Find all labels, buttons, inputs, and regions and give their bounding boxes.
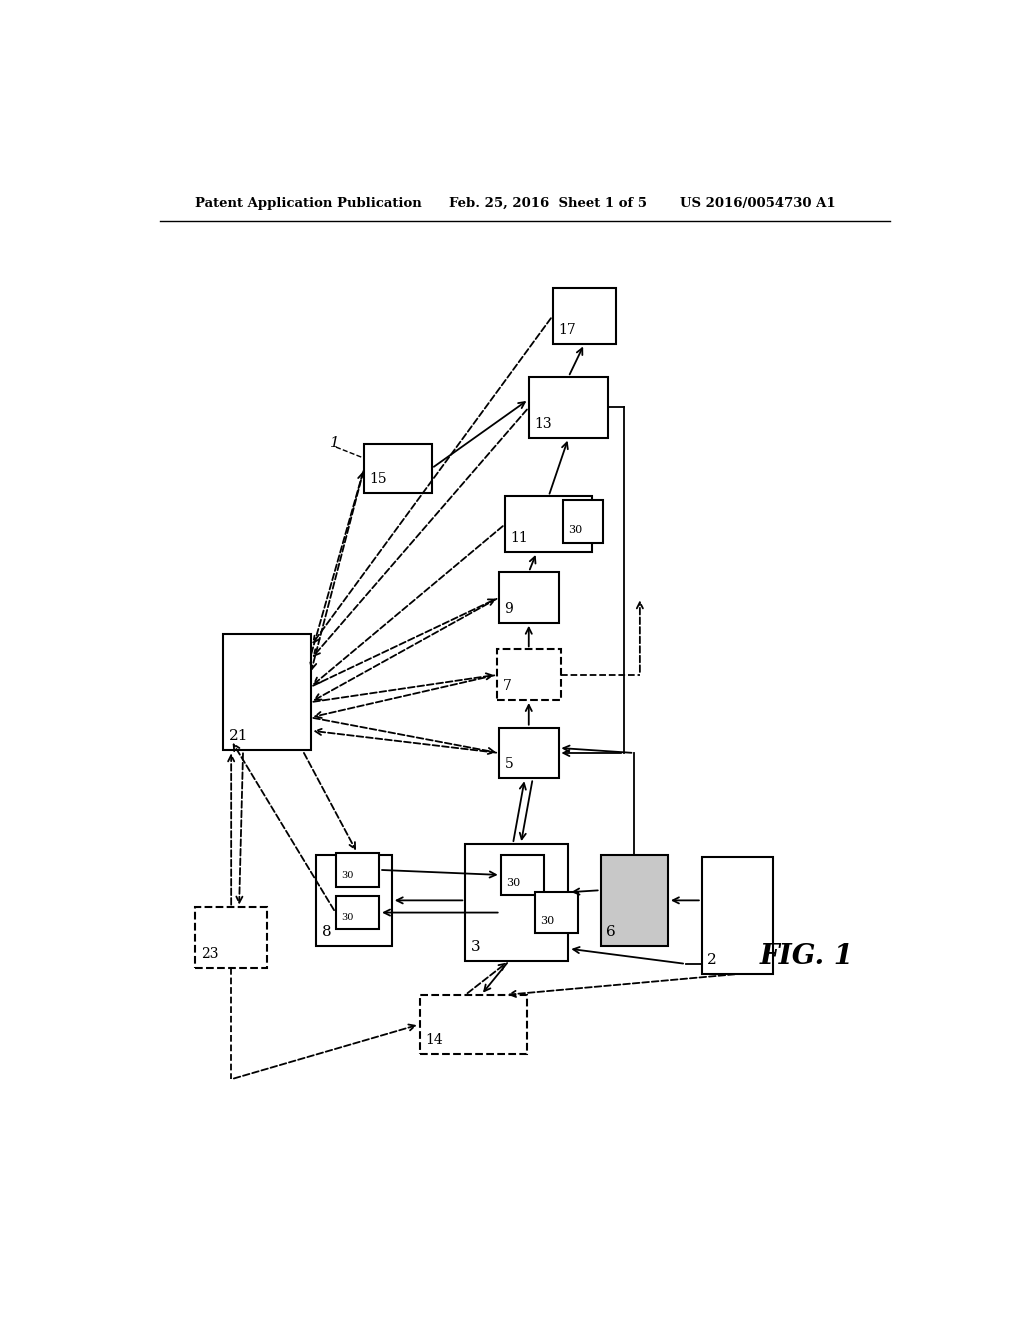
Bar bbox=[316, 854, 392, 946]
Bar bbox=[701, 857, 773, 974]
Bar bbox=[499, 727, 558, 779]
Bar bbox=[528, 378, 608, 438]
Text: 13: 13 bbox=[535, 417, 552, 430]
Text: Patent Application Publication: Patent Application Publication bbox=[196, 197, 422, 210]
Text: 8: 8 bbox=[322, 925, 332, 939]
Text: 7: 7 bbox=[503, 678, 511, 693]
Bar bbox=[563, 500, 602, 543]
Text: US 2016/0054730 A1: US 2016/0054730 A1 bbox=[680, 197, 836, 210]
Text: Feb. 25, 2016  Sheet 1 of 5: Feb. 25, 2016 Sheet 1 of 5 bbox=[450, 197, 647, 210]
Bar bbox=[553, 288, 616, 345]
Text: 3: 3 bbox=[471, 940, 480, 954]
Text: 15: 15 bbox=[370, 471, 387, 486]
Bar bbox=[336, 853, 379, 887]
Bar bbox=[501, 854, 544, 895]
Text: 21: 21 bbox=[228, 730, 248, 743]
Bar bbox=[196, 907, 267, 969]
Text: 6: 6 bbox=[606, 925, 615, 939]
Bar bbox=[497, 649, 560, 700]
Bar bbox=[465, 843, 568, 961]
Text: 30: 30 bbox=[541, 916, 555, 925]
Text: 30: 30 bbox=[341, 870, 353, 879]
Text: 11: 11 bbox=[511, 531, 528, 545]
Text: 30: 30 bbox=[341, 913, 353, 923]
Text: 5: 5 bbox=[505, 758, 513, 771]
Text: 30: 30 bbox=[568, 525, 583, 536]
Text: 1: 1 bbox=[331, 436, 340, 450]
Text: 30: 30 bbox=[506, 878, 520, 888]
Bar bbox=[535, 892, 579, 933]
Bar bbox=[336, 896, 379, 929]
Text: 2: 2 bbox=[708, 953, 717, 968]
Text: 9: 9 bbox=[505, 602, 513, 616]
Bar bbox=[223, 634, 310, 751]
Bar bbox=[365, 444, 431, 492]
Bar bbox=[420, 995, 526, 1053]
Bar bbox=[601, 854, 668, 946]
Text: 14: 14 bbox=[425, 1032, 443, 1047]
Text: 17: 17 bbox=[558, 323, 575, 337]
Bar bbox=[499, 572, 558, 623]
Bar bbox=[505, 496, 592, 552]
Text: 23: 23 bbox=[201, 948, 218, 961]
Text: FIG. 1: FIG. 1 bbox=[760, 942, 854, 970]
